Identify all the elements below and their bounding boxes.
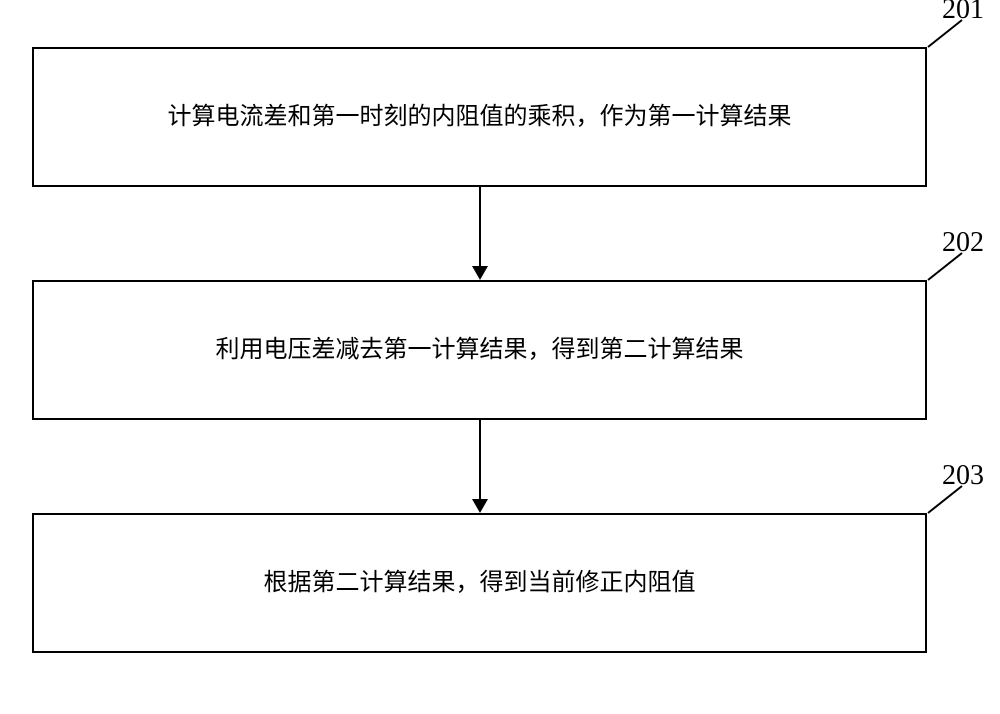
connector-2-3: [479, 420, 481, 499]
flow-box-step1: 计算电流差和第一时刻的内阻值的乘积，作为第一计算结果: [32, 47, 927, 187]
step-label-201: 201: [942, 0, 984, 26]
arrow-1-2: [472, 266, 488, 280]
flow-box-text-step2: 利用电压差减去第一计算结果，得到第二计算结果: [216, 332, 744, 368]
flow-box-text-step1: 计算电流差和第一时刻的内阻值的乘积，作为第一计算结果: [168, 99, 792, 135]
step-label-203: 203: [942, 460, 984, 492]
arrow-2-3: [472, 499, 488, 513]
connector-1-2: [479, 187, 481, 266]
flowchart-container: 计算电流差和第一时刻的内阻值的乘积，作为第一计算结果 201 利用电压差减去第一…: [0, 0, 1000, 714]
flow-box-text-step3: 根据第二计算结果，得到当前修正内阻值: [264, 565, 696, 601]
flow-box-step3: 根据第二计算结果，得到当前修正内阻值: [32, 513, 927, 653]
flow-box-step2: 利用电压差减去第一计算结果，得到第二计算结果: [32, 280, 927, 420]
step-label-202: 202: [942, 227, 984, 259]
